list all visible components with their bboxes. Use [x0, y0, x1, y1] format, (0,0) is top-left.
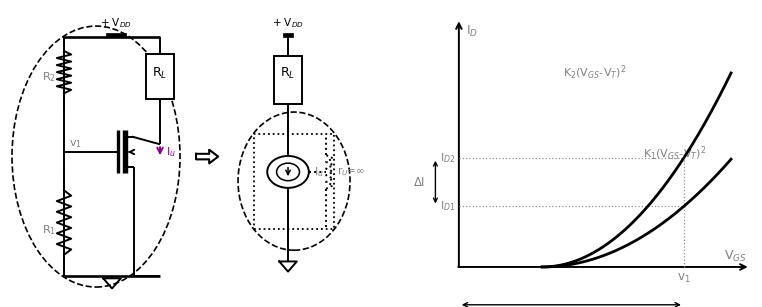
- Text: V$_{GS}$: V$_{GS}$: [725, 249, 748, 264]
- Text: R$_1$: R$_1$: [42, 223, 56, 237]
- Text: R$_L$: R$_L$: [152, 66, 168, 81]
- Text: I$_D$: I$_D$: [466, 24, 478, 39]
- Text: I$_u$: I$_u$: [314, 165, 324, 179]
- Text: + V$_{DD}$: + V$_{DD}$: [100, 16, 132, 30]
- Bar: [106, 33, 126, 37]
- Bar: [274, 56, 302, 104]
- Text: R$_L$: R$_L$: [280, 66, 296, 81]
- Text: I$_u$: I$_u$: [166, 145, 176, 159]
- Text: I$_{D1}$: I$_{D1}$: [440, 200, 456, 213]
- Text: + V$_{DD}$: + V$_{DD}$: [272, 16, 304, 30]
- Text: v$_1$: v$_1$: [677, 272, 690, 286]
- Circle shape: [267, 156, 309, 188]
- Text: K$_2$(V$_{GS}$-V$_T$)$^2$: K$_2$(V$_{GS}$-V$_T$)$^2$: [563, 63, 626, 82]
- Text: I$_{D2}$: I$_{D2}$: [440, 151, 456, 165]
- Bar: [146, 54, 174, 99]
- Text: K$_1$(V$_{GS}$-V$_T$)$^2$: K$_1$(V$_{GS}$-V$_T$)$^2$: [643, 144, 706, 163]
- Text: v$_1$: v$_1$: [69, 138, 82, 150]
- Bar: [254, 134, 334, 229]
- Bar: [283, 33, 293, 37]
- Text: r$_U$=∞: r$_U$=∞: [338, 165, 366, 178]
- Text: R$_2$: R$_2$: [42, 70, 56, 84]
- Text: ΔI: ΔI: [414, 176, 425, 188]
- Polygon shape: [196, 150, 218, 163]
